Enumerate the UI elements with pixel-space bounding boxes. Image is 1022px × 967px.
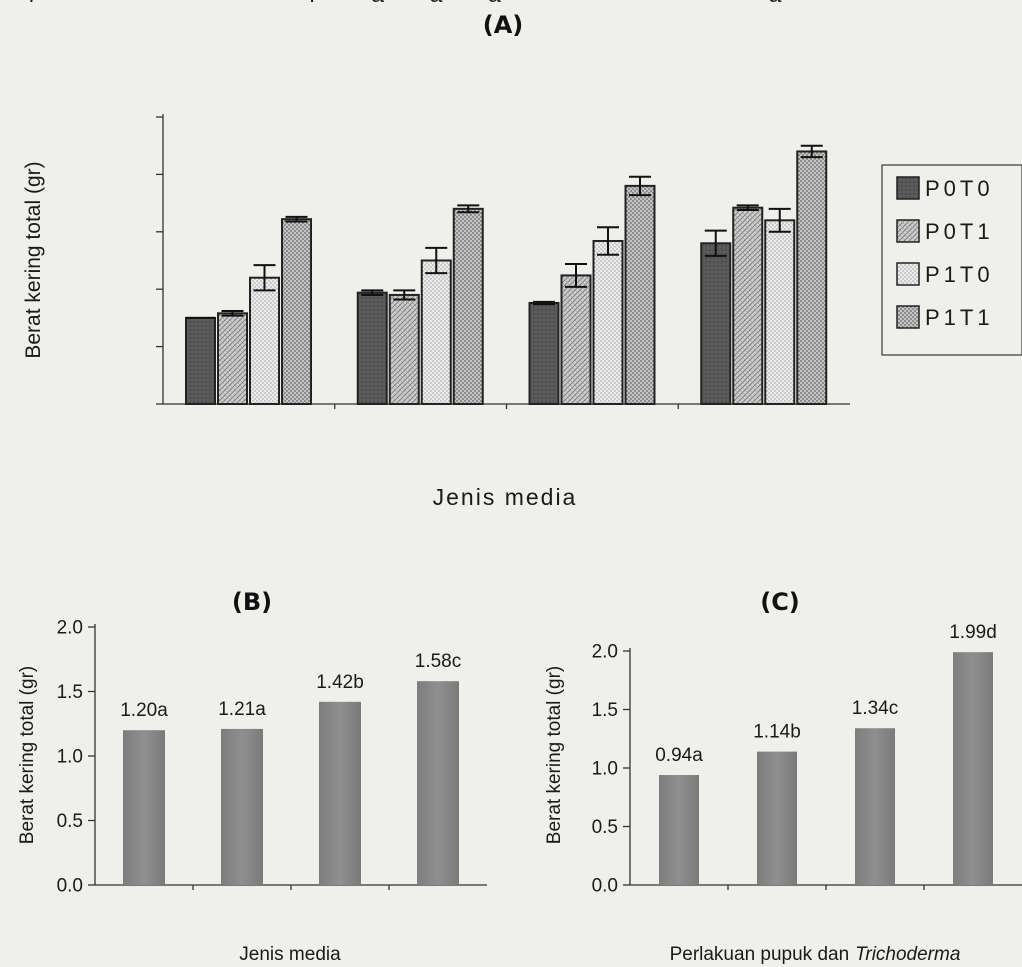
panel-a-bars [185,144,828,406]
y-tick-label: 2.0 [57,618,83,639]
data-label: 1.14b [753,722,801,743]
panel-c-ylabel: Berat kering total (gr) [544,666,565,844]
x-tick-label: P0T1 [0,0,1022,4]
data-label: 0.94a [655,745,703,766]
panel-a-xlabel: Jenis media [433,484,578,510]
panel-b-label: (B) [232,588,272,616]
x-tick-label: Media II [0,0,1022,4]
bar-p1t0-1 [249,276,280,405]
legend-label-p0t1: P0T1 [925,219,994,244]
panel-a-label: (A) [483,11,524,39]
data-label: 1.58c [415,651,461,672]
data-label: 1.42b [316,672,364,693]
y-tick-label: 1.0 [592,759,618,780]
y-tick-label: 1.5 [57,682,83,703]
legend-label-p1t0: P1T0 [925,262,994,287]
x-tick-label: Media IV [0,0,1022,7]
x-tick-label: Media I [0,0,1022,4]
y-tick-label: 0.0 [592,876,618,897]
x-tick-label: Media II [0,0,1022,7]
bar-p1t0-2 [420,259,452,405]
y-tick-label: 0.0 [57,876,83,897]
panel-c-xlabel: Perlakuan pupuk dan Trichoderma [670,944,961,965]
bar-p1t0-3 [592,239,624,405]
bar-p0t1-3 [560,274,592,406]
bar-2 [757,751,797,885]
y-tick-label: 1.0 [57,747,83,768]
bar-p0t1-2 [388,293,420,405]
bar-p0t0-1 [185,316,216,405]
x-tick-label: P0T0 [0,0,1022,4]
panel-b-xlabel: Jenis media [239,944,341,965]
bar-4 [417,681,459,885]
bar-3 [319,701,361,885]
bar-1 [659,775,699,885]
y-tick-label: 1.5 [592,700,618,721]
bar-2 [221,728,263,885]
legend-swatch-p0t0 [896,176,920,200]
x-tick-label: Media III [0,0,1022,4]
x-tick-label: Media I [0,0,1022,7]
panel-a-ticks: 0.00.51.01.52.02.5Media IMedia IIMedia I… [0,0,1022,7]
x-tick-label: Media IV [0,0,1022,4]
bar-p0t0-2 [356,291,388,406]
legend-swatch-p0t1 [896,219,920,243]
x-tick-label: P1T0 [0,0,1022,4]
panel-b-ticks: 0.0 0.5 1.0 1.5 2.0 Media IMedia IIMedia IIIM… [0,0,1022,897]
bar-4 [953,652,993,885]
data-label: 1.21a [218,699,266,720]
x-tick-label: P1T1 [0,0,1022,4]
bar-p0t0-4 [700,242,732,405]
bar-3 [855,728,895,885]
data-label: 1.34c [852,698,898,719]
panel-a-legend: P0T0 P0T1 P1T0 P1T1 [881,164,1022,356]
bar-p1t1-2 [452,207,484,405]
bar-p1t1-4 [796,150,828,405]
data-label: 1.99d [949,622,997,643]
panel-c-xlabel-italic: Trichoderma [855,944,960,965]
data-label: 1.20a [120,700,168,721]
x-tick-label: Media III [0,0,1022,7]
bar-p1t1-1 [281,218,312,405]
panel-a-ylabel: Berat kering total (gr) [22,161,45,358]
legend-box [881,164,1022,356]
bar-p1t1-3 [624,184,656,405]
legend-label-p0t0: P0T0 [925,176,994,201]
panel-c-bars: 0.94a 1.14b 1.34c 1.99d [655,622,997,885]
bar-1 [123,730,165,885]
bar-p0t0-3 [528,301,560,406]
panel-c-xlabel-main: Perlakuan pupuk dan [670,944,850,965]
chart-panel-a: (A) Berat kering total (gr) Jenis media … [0,0,1022,510]
panel-b-ylabel: Berat kering total (gr) [17,666,38,844]
panel-c-label: (C) [760,588,800,616]
legend-swatch-p1t1 [896,305,920,329]
y-tick-label: 0.5 [592,817,618,838]
bar-p0t1-4 [732,206,764,405]
y-tick-label: 0.5 [57,811,83,832]
legend-label-p1t1: P1T1 [925,305,994,330]
panel-b-bars: 1.20a 1.21a 1.42b 1.58c [120,651,461,885]
legend-swatch-p1t0 [896,262,920,286]
y-tick-label: 2.0 [592,642,618,663]
panel-c-ticks: 0.00.51.01.52.0P0T0P0T1P1T0P1T1 [0,0,1022,897]
bar-p1t0-4 [764,219,796,405]
bar-p0t1-1 [217,312,248,406]
